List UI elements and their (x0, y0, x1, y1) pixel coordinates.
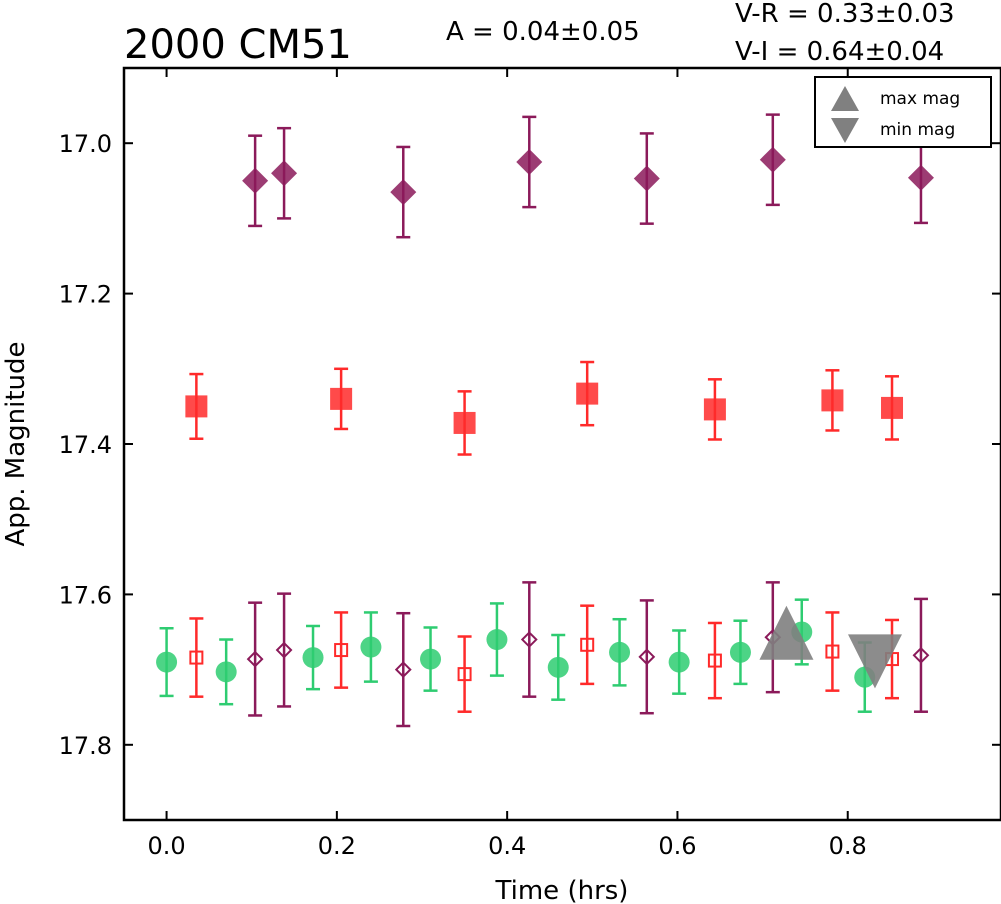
max-mag-marker (759, 605, 814, 660)
series-2-point (215, 661, 237, 683)
y-axis-label: App. Magnitude (1, 341, 31, 546)
series-0-point (390, 179, 417, 206)
series-4-point (275, 641, 293, 659)
series-2-point (729, 641, 751, 663)
legend: max mag min mag (814, 76, 992, 148)
series-3-point (334, 643, 349, 658)
x-tick-label: 0.2 (318, 832, 356, 860)
chart-title: 2000 CM51 (124, 22, 352, 68)
series-4-point (394, 661, 412, 679)
v-r-color-annotation: V-R = 0.33±0.03 (735, 0, 955, 29)
series-2-point (420, 648, 442, 670)
y-tick-label: 17.2 (59, 281, 112, 309)
series-0-point (633, 165, 660, 192)
x-axis-label: Time (hrs) (495, 876, 629, 904)
series-2-point (302, 647, 324, 669)
y-tick-label: 17.6 (59, 581, 112, 609)
x-tick-label: 0.6 (658, 832, 696, 860)
plot-marks (156, 113, 934, 728)
series-4-point (912, 646, 930, 664)
amplitude-annotation: A = 0.04±0.05 (446, 17, 640, 47)
series-2-point (609, 641, 631, 663)
x-axis-ticks: 0.0 0.2 0.4 0.6 0.8 (147, 68, 867, 860)
legend-min-mag-label: min mag (880, 120, 955, 140)
series-1-point (185, 395, 208, 418)
series-1-point (330, 387, 353, 410)
v-i-color-annotation: V-I = 0.64±0.04 (735, 37, 944, 67)
min-mag-marker (847, 634, 902, 689)
series-4-point (246, 650, 264, 668)
series-0-point (516, 149, 543, 175)
series-4-point (520, 631, 538, 648)
x-tick-label: 0.0 (147, 832, 185, 860)
series-2-point (486, 629, 508, 651)
series-1-point (703, 398, 726, 421)
series-1-point (821, 389, 844, 412)
series-3-point (707, 653, 722, 668)
y-tick-label: 17.4 (59, 431, 112, 459)
series-0-point (907, 164, 934, 191)
series-0-point (242, 167, 269, 194)
series-3-point (457, 667, 472, 682)
y-tick-label: 17.8 (59, 732, 112, 760)
series-1-point (453, 411, 476, 434)
x-tick-label: 0.8 (829, 832, 867, 860)
legend-max-mag-label: max mag (880, 89, 960, 109)
series-2-point (156, 651, 178, 673)
series-3-point (189, 650, 204, 665)
series-1-point (576, 382, 599, 405)
series-2-point (547, 656, 569, 678)
series-4-point (638, 648, 656, 666)
series-1-point (881, 396, 904, 419)
legend-max-mag-marker (831, 86, 859, 111)
legend-min-mag-marker (831, 118, 859, 143)
series-2-point (360, 636, 382, 658)
series-3-point (825, 644, 840, 659)
x-tick-label: 0.4 (488, 832, 526, 860)
y-tick-label: 17.0 (59, 130, 112, 158)
series-0-point (759, 146, 786, 173)
series-2-point (668, 651, 690, 673)
y-axis-ticks: 17.0 17.2 17.4 17.6 17.8 (59, 130, 1001, 760)
series-0-point (271, 160, 298, 187)
series-3-point (580, 637, 595, 652)
